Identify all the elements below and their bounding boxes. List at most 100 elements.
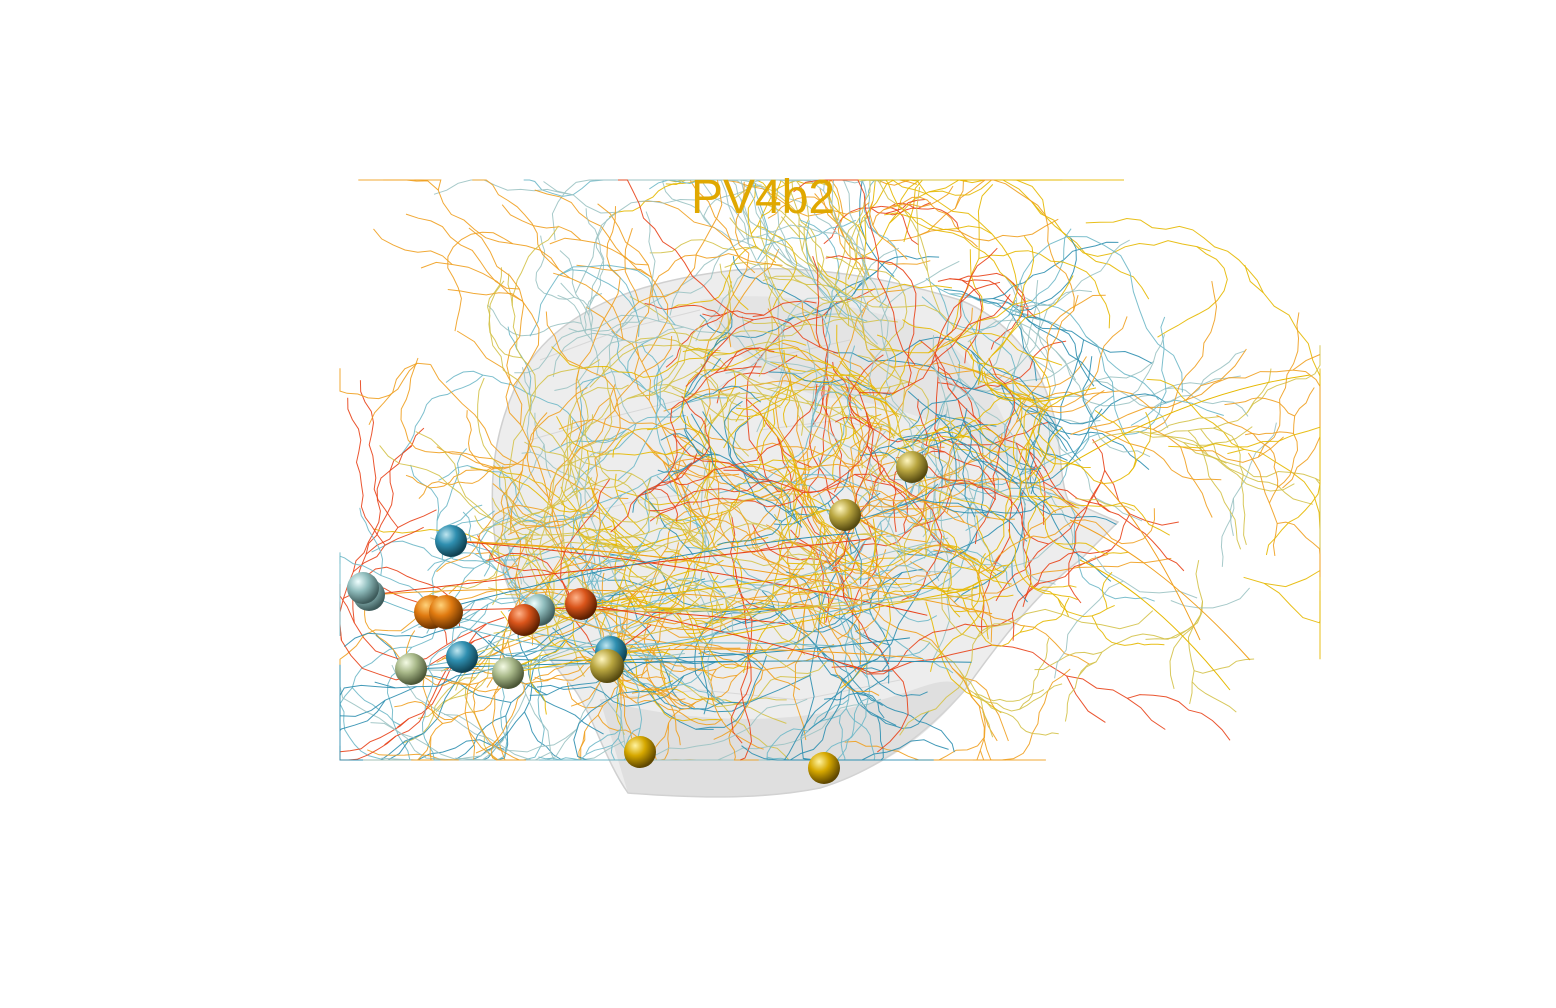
neurite-branch bbox=[819, 531, 854, 639]
neurite-branch bbox=[925, 493, 941, 557]
neurite-branch bbox=[851, 639, 931, 659]
neurite-branch bbox=[606, 206, 621, 278]
neurite-branch bbox=[400, 357, 426, 453]
neurite-branch bbox=[425, 451, 519, 466]
neurite-branch bbox=[974, 689, 1045, 702]
neurite-branch bbox=[414, 179, 571, 279]
neurite-branch bbox=[683, 357, 721, 398]
neurite-branch bbox=[728, 724, 759, 761]
neurite-branch bbox=[576, 370, 600, 463]
neurite-projection bbox=[368, 594, 673, 658]
soma-olive-gold bbox=[829, 499, 861, 531]
neurite-branch bbox=[962, 594, 1014, 602]
neurite-branch bbox=[1027, 432, 1057, 489]
neurite-branch bbox=[882, 587, 942, 597]
neurite-branch bbox=[808, 609, 880, 696]
neurite-branch bbox=[753, 384, 887, 458]
neurite-branch bbox=[941, 559, 1016, 591]
soma-red-orange bbox=[508, 604, 540, 636]
neurite-branch bbox=[686, 416, 711, 479]
neurite-branch bbox=[947, 431, 1019, 484]
neurite-projection bbox=[450, 540, 993, 615]
neurite-branch bbox=[838, 607, 871, 732]
neurite-branch bbox=[819, 381, 855, 431]
neurite-branch bbox=[763, 367, 836, 428]
neurite-branch bbox=[365, 427, 425, 555]
neurite-branch bbox=[919, 339, 990, 430]
neurite-branch bbox=[763, 413, 882, 465]
neurite-branch bbox=[1047, 420, 1143, 522]
neurite-projection bbox=[430, 532, 855, 613]
neurite-branch bbox=[870, 199, 925, 214]
neurite-branch bbox=[486, 561, 626, 688]
neurite-branch bbox=[1024, 440, 1074, 551]
neurite-branch bbox=[672, 459, 758, 486]
neurite-branch bbox=[869, 486, 924, 527]
neurite-branch bbox=[1073, 527, 1155, 602]
neurite-branch bbox=[856, 692, 955, 753]
neurite-branch bbox=[546, 414, 593, 510]
soma-olive-gold bbox=[590, 649, 624, 683]
neurite-branch bbox=[675, 427, 859, 467]
neurite-branch bbox=[612, 638, 787, 724]
neurite-branch bbox=[560, 478, 610, 506]
neurite-branch bbox=[969, 340, 1043, 409]
neurite-branch bbox=[1022, 469, 1074, 547]
neurite-branch bbox=[551, 599, 639, 618]
neurite-branch bbox=[932, 335, 949, 423]
neurite-branch bbox=[930, 554, 985, 672]
neurite-branch bbox=[1227, 448, 1321, 530]
neurite-branch bbox=[866, 445, 943, 601]
neurite-branch bbox=[1092, 430, 1255, 477]
neurite-branch bbox=[1045, 216, 1150, 300]
neurite-branch bbox=[601, 344, 721, 375]
neurite-branch bbox=[978, 505, 1067, 574]
neurite-projection bbox=[538, 609, 741, 649]
neurite-branch bbox=[664, 551, 690, 614]
neurite-branch bbox=[699, 314, 794, 338]
neurite-branch bbox=[1164, 387, 1249, 417]
neurite-branch bbox=[959, 670, 1008, 715]
neurite-branch bbox=[787, 583, 882, 594]
neurite-branch bbox=[685, 316, 839, 387]
neurite-branch bbox=[863, 185, 878, 235]
neurite-branch bbox=[835, 468, 890, 665]
neurite-branch bbox=[472, 682, 526, 761]
neurite-branch bbox=[649, 480, 772, 522]
neurite-branch bbox=[873, 238, 916, 366]
neurite-branch bbox=[644, 303, 721, 316]
neurite-branch bbox=[690, 413, 801, 526]
neurite-branch bbox=[1034, 651, 1103, 671]
neurite-branch bbox=[732, 256, 821, 312]
neurite-branch bbox=[610, 538, 699, 554]
neurite-branch bbox=[548, 449, 612, 501]
neurite-branch bbox=[747, 578, 829, 616]
neurite-long-fiber bbox=[1099, 479, 1201, 641]
neurite-branch bbox=[545, 311, 621, 459]
neurite-branch bbox=[1180, 446, 1213, 518]
neurite-branch bbox=[933, 549, 993, 643]
neurite-branch bbox=[929, 435, 970, 443]
neurite-branch bbox=[724, 597, 836, 620]
neurite-branch bbox=[705, 391, 873, 428]
neurite-branch bbox=[1170, 587, 1250, 609]
neurite-branch bbox=[526, 600, 724, 626]
neurite-branch bbox=[477, 534, 555, 574]
neurite-branch bbox=[1200, 428, 1313, 505]
neurite-branch bbox=[836, 324, 885, 401]
neurite-branch bbox=[1169, 560, 1204, 690]
neurite-branch bbox=[425, 568, 499, 598]
neurite-branch bbox=[1085, 336, 1159, 401]
neurite-branch bbox=[1023, 399, 1053, 458]
neurite-branch bbox=[969, 249, 984, 334]
neurite-branch bbox=[710, 669, 764, 750]
neurite-branch bbox=[1146, 378, 1245, 450]
neurite-branch bbox=[1268, 387, 1315, 504]
neurite-branch bbox=[827, 358, 889, 473]
neurite-branch bbox=[1224, 397, 1295, 417]
neurite-branch bbox=[886, 472, 984, 537]
neurite-branch bbox=[1024, 549, 1112, 600]
neurite-branch bbox=[1220, 498, 1235, 567]
neurite-branch bbox=[560, 282, 594, 328]
